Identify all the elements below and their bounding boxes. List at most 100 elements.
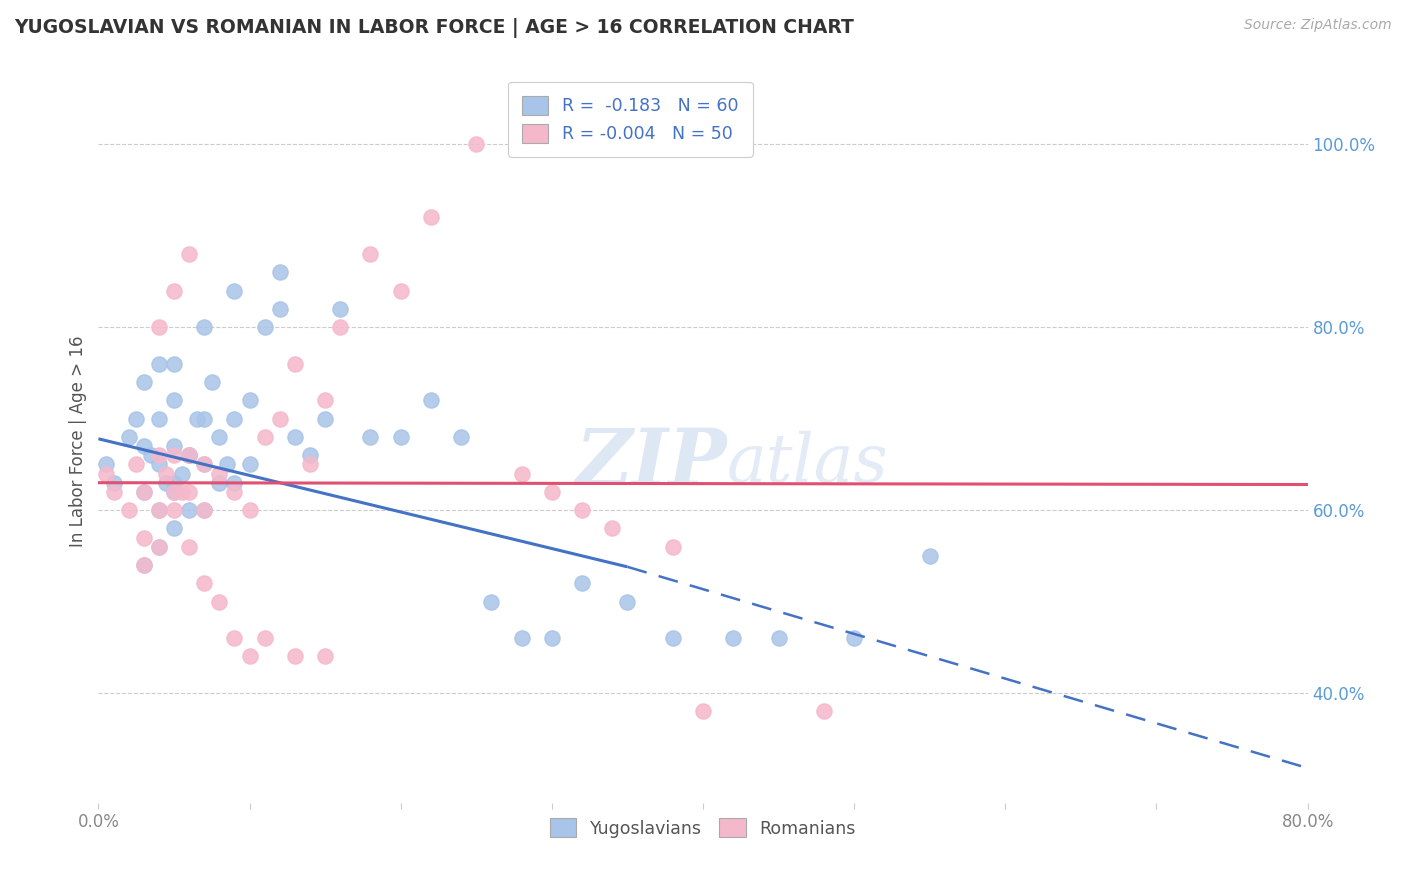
Point xyxy=(299,448,322,462)
Point xyxy=(94,458,117,472)
Point xyxy=(193,411,215,425)
Point xyxy=(163,439,186,453)
Point xyxy=(163,521,186,535)
Point xyxy=(208,430,231,444)
Point xyxy=(844,631,866,645)
Text: atlas: atlas xyxy=(727,431,889,496)
Point xyxy=(163,284,186,298)
Point xyxy=(103,484,125,499)
Point xyxy=(193,503,215,517)
Point xyxy=(193,458,215,472)
Point xyxy=(284,430,307,444)
Point xyxy=(420,211,443,225)
Point xyxy=(125,411,148,425)
Point xyxy=(602,521,624,535)
Point xyxy=(510,631,533,645)
Point xyxy=(389,430,412,444)
Point xyxy=(163,484,186,499)
Point xyxy=(201,375,224,389)
Point xyxy=(253,631,276,645)
Point xyxy=(132,558,155,572)
Point xyxy=(465,137,488,152)
Point xyxy=(768,631,790,645)
Point xyxy=(269,411,291,425)
Point xyxy=(163,393,186,408)
Point xyxy=(179,503,201,517)
Y-axis label: In Labor Force | Age > 16: In Labor Force | Age > 16 xyxy=(69,335,87,548)
Point xyxy=(450,430,472,444)
Point xyxy=(132,558,155,572)
Point xyxy=(224,284,246,298)
Point xyxy=(253,430,276,444)
Point xyxy=(692,704,714,718)
Point xyxy=(179,247,201,261)
Text: ZIP: ZIP xyxy=(575,425,727,501)
Point xyxy=(148,503,170,517)
Point xyxy=(118,430,141,444)
Point xyxy=(148,320,170,334)
Point xyxy=(224,411,246,425)
Point xyxy=(389,284,412,298)
Point xyxy=(208,475,231,490)
Point xyxy=(193,458,215,472)
Point xyxy=(163,475,186,490)
Point xyxy=(661,540,683,554)
Point xyxy=(179,448,201,462)
Point xyxy=(132,531,155,545)
Point xyxy=(813,704,835,718)
Point xyxy=(299,458,322,472)
Point xyxy=(329,301,352,316)
Point xyxy=(170,484,193,499)
Point xyxy=(224,484,246,499)
Point xyxy=(155,467,177,481)
Point xyxy=(208,467,231,481)
Point xyxy=(208,594,231,608)
Point xyxy=(284,649,307,664)
Point xyxy=(132,375,155,389)
Point xyxy=(224,475,246,490)
Point xyxy=(723,631,745,645)
Point xyxy=(148,448,170,462)
Point xyxy=(540,631,562,645)
Point xyxy=(284,357,307,371)
Point xyxy=(148,503,170,517)
Point xyxy=(314,393,336,408)
Point xyxy=(148,357,170,371)
Point xyxy=(269,301,291,316)
Point xyxy=(141,448,163,462)
Point xyxy=(420,393,443,408)
Point xyxy=(360,247,382,261)
Point xyxy=(179,540,201,554)
Point xyxy=(163,448,186,462)
Point xyxy=(215,458,238,472)
Point xyxy=(103,475,125,490)
Point xyxy=(918,549,941,563)
Point xyxy=(132,484,155,499)
Point xyxy=(148,540,170,554)
Point xyxy=(163,503,186,517)
Point xyxy=(510,467,533,481)
Point xyxy=(179,448,201,462)
Point xyxy=(125,458,148,472)
Point xyxy=(571,503,593,517)
Point xyxy=(239,458,262,472)
Point xyxy=(148,411,170,425)
Point xyxy=(239,393,262,408)
Point xyxy=(163,484,186,499)
Point xyxy=(224,631,246,645)
Point xyxy=(314,649,336,664)
Point xyxy=(239,649,262,664)
Point xyxy=(132,439,155,453)
Point xyxy=(179,448,201,462)
Point xyxy=(94,467,117,481)
Point xyxy=(155,475,177,490)
Point xyxy=(118,503,141,517)
Point xyxy=(253,320,276,334)
Point xyxy=(148,540,170,554)
Point xyxy=(193,320,215,334)
Point xyxy=(193,503,215,517)
Point xyxy=(186,411,208,425)
Text: YUGOSLAVIAN VS ROMANIAN IN LABOR FORCE | AGE > 16 CORRELATION CHART: YUGOSLAVIAN VS ROMANIAN IN LABOR FORCE |… xyxy=(14,18,853,37)
Legend: Yugoslavians, Romanians: Yugoslavians, Romanians xyxy=(543,812,863,845)
Point xyxy=(132,484,155,499)
